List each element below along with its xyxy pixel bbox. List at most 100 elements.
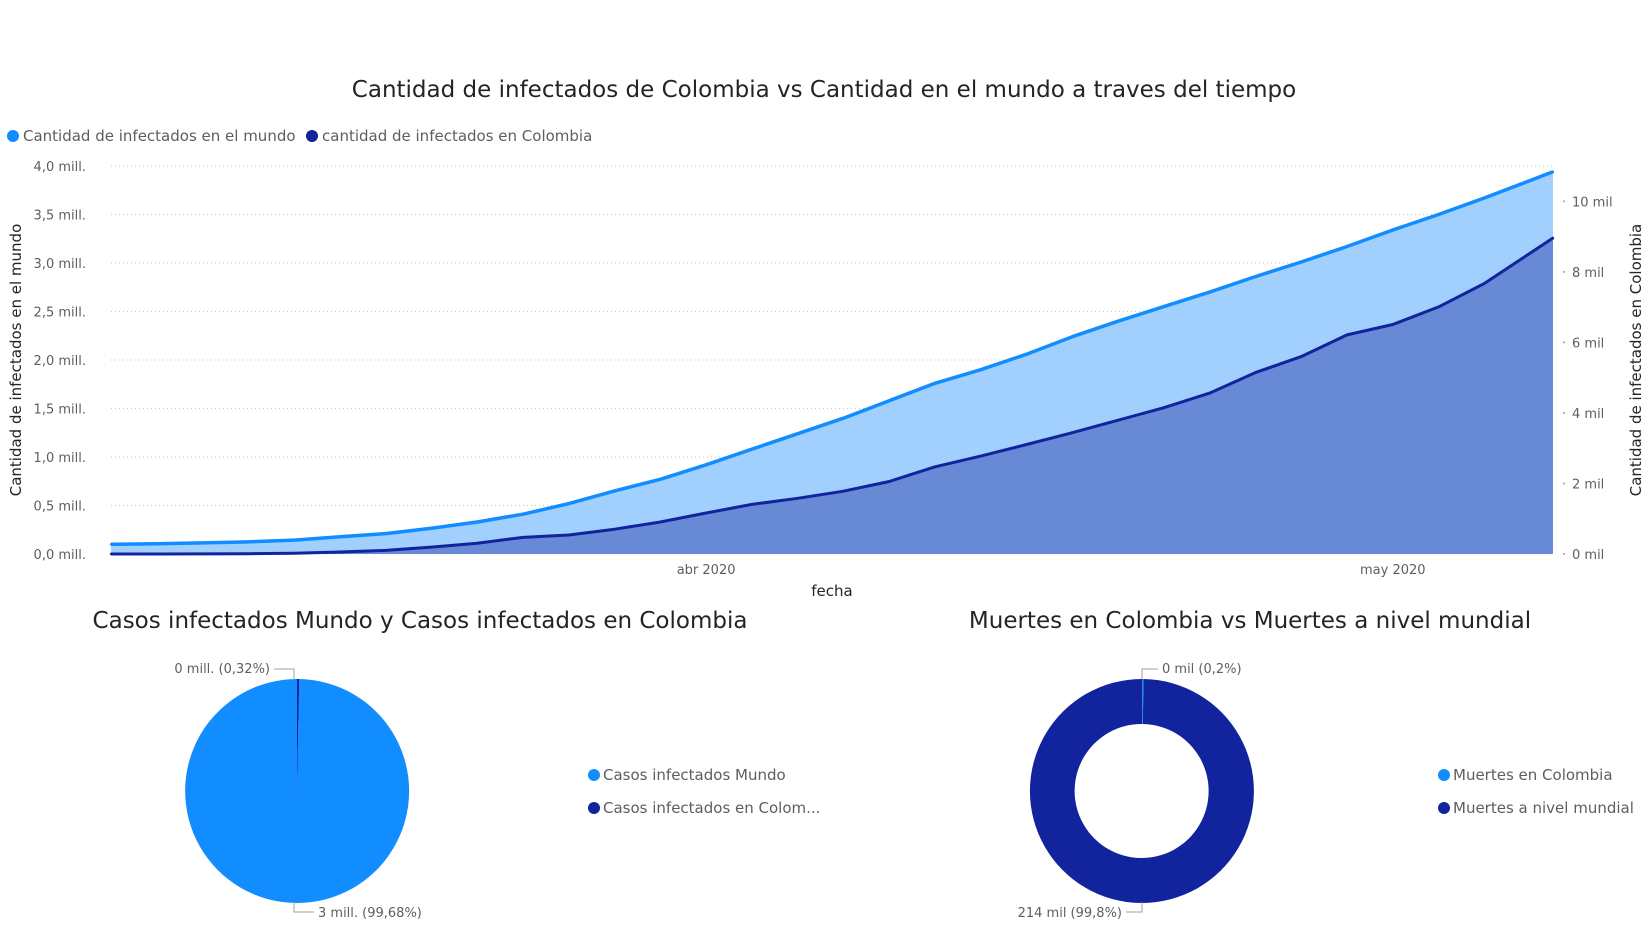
pie-slices[interactable] — [185, 678, 410, 903]
x-axis-title: fecha — [811, 582, 852, 600]
point-world — [247, 540, 250, 544]
point-world — [338, 535, 342, 538]
y-tick-label-left: 0,5 mill. — [34, 500, 86, 515]
point-colombia — [1345, 333, 1349, 337]
y-tick-mark-right — [1563, 270, 1565, 273]
point-world — [476, 520, 479, 524]
point-world — [1071, 335, 1074, 338]
point-world — [155, 542, 158, 545]
line-colombia — [111, 236, 1554, 556]
donut-title: Muertes en Colombia vs Muertes a nivel m… — [969, 608, 1531, 634]
point-colombia — [521, 536, 525, 539]
donut-legend-marker-colombia — [1438, 769, 1450, 781]
y-tick-label-left: 1,0 mill. — [34, 451, 86, 466]
y-tick-label-left: 2,5 mill. — [34, 306, 86, 321]
point-colombia — [384, 549, 387, 552]
point-colombia — [567, 533, 570, 537]
point-colombia — [1483, 282, 1486, 285]
point-world — [1437, 213, 1440, 216]
point-world — [1483, 196, 1486, 200]
pie-legend[interactable]: Casos infectados Mundo Casos infectados … — [588, 766, 820, 817]
point-world — [521, 513, 525, 516]
point-world — [292, 538, 296, 542]
point-colombia — [888, 480, 891, 483]
donut-legend-label-colombia[interactable]: Muertes en Colombia — [1453, 766, 1613, 784]
area-colombia — [111, 238, 1553, 554]
y-tick-mark-right — [1563, 341, 1565, 344]
y-tick-label-left: 1,5 mill. — [34, 403, 86, 418]
legend[interactable]: Cantidad de infectados en el mundo canti… — [7, 127, 592, 145]
y-tick-label-right: 4 mil — [1572, 407, 1604, 422]
donut-slices[interactable] — [1029, 678, 1254, 904]
point-colombia — [476, 542, 479, 545]
point-colombia — [704, 511, 708, 515]
point-colombia — [1208, 391, 1211, 395]
point-colombia — [659, 520, 662, 524]
point-colombia — [1437, 305, 1440, 309]
y-tick-label-left: 4,0 mill. — [34, 160, 86, 175]
plot-area[interactable] — [109, 170, 1555, 556]
point-world — [567, 502, 570, 505]
point-world — [430, 527, 433, 530]
pie-data-label-world: 3 mill. (99,68%) — [318, 906, 422, 921]
y-tick-mark-right — [1563, 200, 1565, 203]
point-colombia — [842, 490, 845, 493]
point-colombia — [1300, 355, 1303, 358]
point-world — [1025, 352, 1028, 356]
point-world — [613, 489, 616, 493]
x-tick-label: abr 2020 — [677, 563, 736, 578]
point-colombia — [1551, 236, 1555, 240]
y-tick-label-right: 6 mil — [1572, 336, 1604, 351]
y-tick-label-left: 3,5 mill. — [34, 209, 86, 224]
line-area-chart[interactable]: Cantidad de infectados de Colombia vs Ca… — [7, 77, 1645, 600]
point-world — [888, 399, 891, 402]
point-colombia — [155, 552, 158, 556]
y-tick-label-right: 0 mil — [1572, 548, 1604, 563]
point-colombia — [338, 550, 342, 554]
donut-legend-label-world[interactable]: Muertes a nivel mundial — [1453, 799, 1634, 817]
pie-data-label-colombia: 0 mill. (0,32%) — [174, 662, 270, 677]
legend-label-world[interactable]: Cantidad de infectados en el mundo — [23, 127, 296, 145]
point-colombia — [201, 552, 204, 556]
donut-slice-world — [1029, 678, 1254, 904]
deaths-donut-chart[interactable]: Muertes en Colombia vs Muertes a nivel m… — [969, 608, 1634, 921]
pie-legend-label-world[interactable]: Casos infectados Mundo — [603, 766, 786, 784]
donut-data-label-colombia: 0 mil (0,2%) — [1162, 662, 1242, 677]
y-axis-right: 0 mil 2 mil 4 mil 6 mil 8 mil 10 mil — [1563, 195, 1613, 563]
pie-title: Casos infectados Mundo y Casos infectado… — [93, 608, 748, 634]
point-world — [704, 463, 708, 466]
y-axis-title-right: Cantidad de infectados en Colombia — [1627, 224, 1645, 497]
y-tick-label-left: 2,0 mill. — [34, 354, 86, 369]
point-world — [842, 417, 845, 420]
y-tick-label-right: 2 mil — [1572, 477, 1604, 492]
pie-leader-line-world — [293, 902, 314, 913]
legend-label-colombia[interactable]: cantidad de infectados en Colombia — [322, 127, 592, 145]
donut-leader-line-colombia — [1141, 668, 1158, 679]
point-world — [659, 478, 662, 481]
point-colombia — [933, 465, 937, 468]
point-world — [109, 543, 113, 546]
point-world — [796, 432, 799, 435]
y-tick-mark-right — [1563, 553, 1565, 555]
point-colombia — [1025, 443, 1028, 446]
point-colombia — [292, 551, 296, 555]
y-tick-label-left: 3,0 mill. — [34, 257, 86, 272]
donut-data-label-world: 214 mil (99,8%) — [1018, 906, 1122, 921]
y-axis-left: 0,0 mill. 0,5 mill. 1,0 mill. 1,5 mill. 2,0 … — [34, 160, 86, 563]
point-colombia — [1116, 419, 1120, 422]
pie-legend-label-colombia[interactable]: Casos infectados en Colom... — [603, 799, 820, 817]
pie-slice-colombia — [297, 678, 300, 791]
donut-legend[interactable]: Muertes en Colombia Muertes a nivel mund… — [1438, 766, 1634, 817]
point-colombia — [750, 503, 754, 506]
x-tick-label: may 2020 — [1360, 563, 1426, 578]
point-colombia — [979, 454, 982, 458]
donut-legend-marker-world — [1438, 802, 1450, 814]
point-colombia — [796, 497, 799, 500]
line-world — [110, 170, 1554, 547]
point-world — [201, 541, 204, 545]
infected-pie-chart[interactable]: Casos infectados Mundo y Casos infectado… — [93, 608, 821, 921]
point-world — [1208, 290, 1211, 294]
point-colombia — [1071, 431, 1074, 434]
pie-leader-line-colombia — [274, 668, 295, 679]
